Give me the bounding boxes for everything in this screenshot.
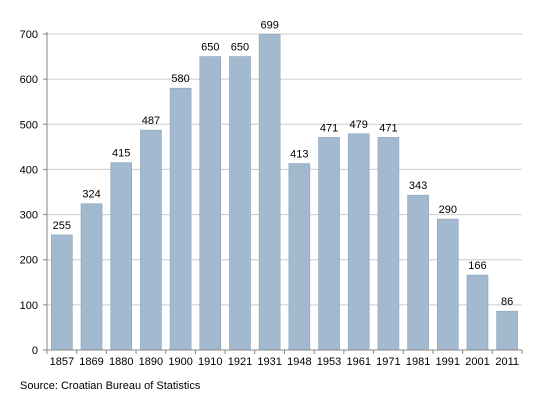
bar-1961: [347, 133, 370, 351]
data-label-1890: 487: [142, 115, 160, 127]
data-label-1961: 479: [350, 119, 368, 131]
x-tick-label-1900: 1900: [168, 356, 192, 368]
x-tick-label-2001: 2001: [465, 356, 489, 368]
y-tick-label: 200: [20, 255, 38, 267]
x-tick-label-1991: 1991: [436, 356, 460, 368]
x-tick-label-1931: 1931: [257, 356, 281, 368]
bar-2011: [496, 310, 518, 351]
y-tick-label: 300: [20, 210, 38, 222]
x-tick-label-1890: 1890: [139, 356, 163, 368]
data-label-1991: 290: [439, 204, 457, 216]
data-label-1971: 471: [379, 122, 397, 134]
bar-2001: [466, 274, 489, 351]
bar-1910: [199, 56, 222, 351]
data-label-1910: 650: [201, 42, 219, 54]
bar-1857: [51, 234, 73, 351]
population-bar-chart: 0 100 200 300 400 500 600 700 255 324 415 487 580 65…: [20, 19, 523, 368]
bar-1953: [318, 137, 340, 351]
data-label-1948: 413: [290, 149, 308, 161]
x-tick-label-1981: 1981: [406, 356, 430, 368]
x-tick-label-1971: 1971: [376, 356, 400, 368]
x-tick-label-1921: 1921: [228, 356, 252, 368]
bar-1900: [169, 87, 192, 351]
y-axis: 0 100 200 300 400 500 600 700: [20, 29, 48, 357]
bar-1971: [377, 137, 400, 351]
x-tick-label-1869: 1869: [79, 356, 103, 368]
data-label-1981: 343: [409, 180, 427, 192]
x-axis: 1857 1869 1880 1890 1900 1910 1921 1931 1948 1953…: [46, 349, 523, 368]
y-tick-label: 400: [20, 164, 38, 176]
data-label-1931: 699: [260, 19, 278, 31]
y-tick-label: 700: [20, 29, 38, 41]
x-tick-label-1961: 1961: [346, 356, 370, 368]
data-label-1869: 324: [82, 189, 100, 201]
bar-1869: [80, 203, 103, 351]
bar-1948: [288, 163, 311, 351]
bar-1880: [110, 162, 133, 351]
data-label-2011: 86: [501, 296, 513, 308]
x-tick-label-1910: 1910: [198, 356, 222, 368]
source-note: Source: Croatian Bureau of Statistics: [20, 380, 201, 392]
data-label-1921: 650: [231, 42, 249, 54]
x-tick-label-1857: 1857: [50, 356, 74, 368]
x-tick-label-2011: 2011: [495, 356, 519, 368]
data-label-1857: 255: [53, 220, 71, 232]
data-label-2001: 166: [468, 260, 486, 272]
data-label-1900: 580: [171, 73, 189, 85]
y-tick-label: 500: [20, 119, 38, 131]
y-tick-label: 100: [20, 300, 38, 312]
x-tick-label-1880: 1880: [109, 356, 133, 368]
bars: 255 324 415 487 580 650 650 699 413 471 479 471 343 2…: [51, 19, 518, 351]
bar-1890: [140, 129, 162, 351]
x-tick-label-1953: 1953: [317, 356, 341, 368]
bar-1991: [436, 218, 459, 351]
bar-1931: [258, 34, 281, 351]
data-label-1953: 471: [320, 122, 338, 134]
data-label-1880: 415: [112, 148, 130, 160]
y-tick-label: 0: [32, 345, 38, 357]
bar-1981: [407, 194, 429, 351]
bar-1921: [229, 56, 251, 351]
x-tick-label-1948: 1948: [287, 356, 311, 368]
y-tick-label: 600: [20, 74, 38, 86]
